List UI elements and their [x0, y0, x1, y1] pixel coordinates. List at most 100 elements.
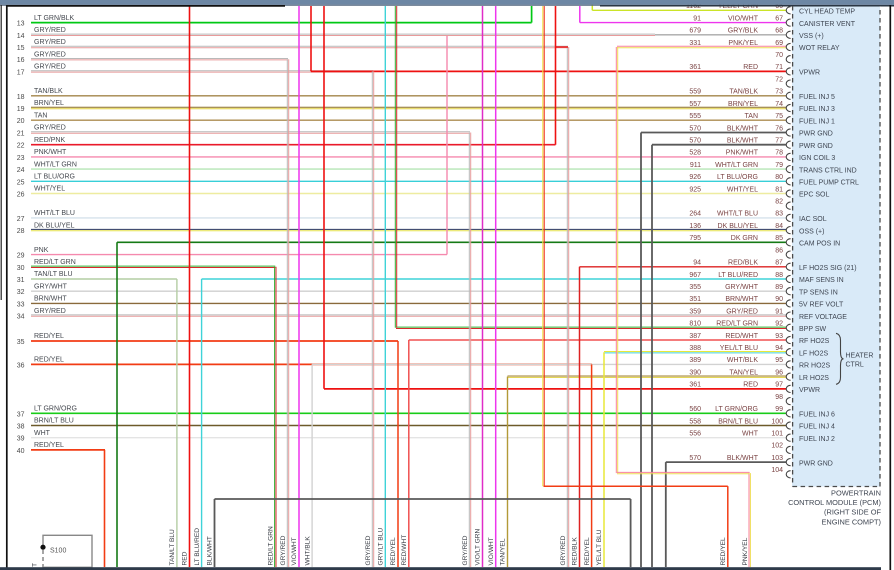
svg-text:RED/WHT: RED/WHT	[401, 535, 408, 566]
svg-text:559: 559	[689, 89, 701, 96]
svg-text:VPWR: VPWR	[799, 387, 820, 394]
svg-text:102: 102	[771, 443, 783, 450]
svg-text:VSS (+): VSS (+)	[799, 33, 824, 40]
svg-text:35: 35	[17, 339, 25, 346]
svg-text:TAN/LT BLU: TAN/LT BLU	[169, 529, 176, 566]
svg-text:BRN/YEL: BRN/YEL	[34, 100, 64, 107]
svg-text:570: 570	[689, 125, 701, 132]
svg-text:RED/YEL: RED/YEL	[720, 537, 727, 566]
svg-text:TAN/BLK: TAN/BLK	[729, 89, 758, 96]
svg-text:LF HO2S: LF HO2S	[799, 350, 829, 357]
svg-text:69: 69	[775, 40, 783, 47]
svg-text:GRY/RED: GRY/RED	[726, 308, 758, 315]
svg-text:30: 30	[17, 265, 25, 272]
svg-text:BLK/WHT: BLK/WHT	[727, 125, 759, 132]
svg-text:DK BLU/YEL: DK BLU/YEL	[34, 222, 75, 229]
svg-text:83: 83	[775, 211, 783, 218]
svg-text:RED/YEL: RED/YEL	[34, 357, 64, 364]
svg-text:68: 68	[775, 28, 783, 35]
svg-text:PNK/YEL: PNK/YEL	[742, 537, 749, 565]
svg-text:TAN/BLK: TAN/BLK	[34, 88, 63, 95]
svg-text:FUEL INJ 4: FUEL INJ 4	[799, 424, 835, 431]
svg-text:GRY/LT BLU: GRY/LT BLU	[378, 528, 385, 566]
svg-text:YEL/LT BLU: YEL/LT BLU	[720, 345, 758, 352]
svg-text:RED/WHT: RED/WHT	[725, 333, 758, 340]
svg-text:VIO/LT GRN: VIO/LT GRN	[475, 529, 482, 566]
svg-text:PNK/WHT: PNK/WHT	[726, 150, 759, 157]
svg-text:BRN/LT BLU: BRN/LT BLU	[34, 418, 74, 425]
svg-text:78: 78	[775, 150, 783, 157]
svg-text:RED: RED	[182, 551, 189, 565]
svg-text:PWR GND: PWR GND	[799, 131, 833, 138]
svg-text:93: 93	[775, 333, 783, 340]
svg-text:FUEL INJ 1: FUEL INJ 1	[799, 118, 835, 125]
svg-text:GRY/BLK: GRY/BLK	[728, 28, 759, 35]
svg-text:795: 795	[689, 235, 701, 242]
svg-text:RED/YEL: RED/YEL	[584, 537, 591, 566]
svg-text:WHT/BLK: WHT/BLK	[304, 536, 311, 566]
svg-text:GRY/RED: GRY/RED	[560, 535, 567, 565]
svg-text:IGN COIL 3: IGN COIL 3	[799, 155, 835, 162]
svg-text:679: 679	[689, 28, 701, 35]
svg-text:CANISTER VENT: CANISTER VENT	[799, 21, 856, 28]
svg-text:TP SENS IN: TP SENS IN	[799, 289, 838, 296]
svg-text:80: 80	[775, 174, 783, 181]
svg-text:GRY/RED: GRY/RED	[34, 27, 66, 34]
svg-text:97: 97	[775, 382, 783, 389]
svg-text:79: 79	[775, 162, 783, 169]
svg-text:21: 21	[17, 131, 25, 138]
svg-text:LT GRN/ORG: LT GRN/ORG	[715, 406, 758, 413]
svg-text:VIO/WHT: VIO/WHT	[488, 537, 495, 565]
svg-text:90: 90	[775, 296, 783, 303]
svg-text:WHT/YEL: WHT/YEL	[34, 186, 65, 193]
svg-text:77: 77	[775, 138, 783, 145]
svg-text:WHT: WHT	[32, 563, 39, 570]
svg-text:BRN/WHT: BRN/WHT	[725, 296, 758, 303]
svg-text:388: 388	[689, 345, 701, 352]
svg-text:WHT/LT GRN: WHT/LT GRN	[34, 161, 77, 168]
svg-text:DK BLU/YEL: DK BLU/YEL	[718, 223, 759, 230]
svg-text:81: 81	[775, 186, 783, 193]
svg-text:RED/BLK: RED/BLK	[728, 260, 758, 267]
svg-text:PWR GND: PWR GND	[799, 143, 833, 150]
svg-text:GRY/RED: GRY/RED	[34, 64, 66, 71]
svg-text:LR HO2S: LR HO2S	[799, 375, 829, 382]
svg-text:14: 14	[17, 33, 25, 40]
svg-text:389: 389	[689, 357, 701, 364]
svg-text:FUEL INJ 3: FUEL INJ 3	[799, 106, 835, 113]
svg-text:556: 556	[689, 431, 701, 438]
svg-text:558: 558	[689, 418, 701, 425]
svg-text:17: 17	[17, 69, 25, 76]
svg-text:WHT/BLK: WHT/BLK	[727, 357, 758, 364]
svg-text:570: 570	[689, 455, 701, 462]
svg-text:101: 101	[771, 431, 783, 438]
svg-text:91: 91	[775, 308, 783, 315]
svg-text:REF VOLTAGE: REF VOLTAGE	[799, 314, 847, 321]
svg-text:104: 104	[771, 467, 783, 474]
svg-text:136: 136	[689, 223, 701, 230]
svg-text:FUEL INJ 5: FUEL INJ 5	[799, 94, 835, 101]
svg-text:18: 18	[17, 94, 25, 101]
svg-text:88: 88	[775, 272, 783, 279]
svg-text:264: 264	[689, 211, 701, 218]
svg-text:CONTROL MODULE (PCM): CONTROL MODULE (PCM)	[788, 498, 881, 507]
svg-text:33: 33	[17, 301, 25, 308]
svg-text:RED/LT GRN: RED/LT GRN	[34, 259, 76, 266]
svg-text:36: 36	[17, 362, 25, 369]
svg-text:37: 37	[17, 411, 25, 418]
svg-text:GRY/RED: GRY/RED	[280, 535, 287, 565]
svg-text:BPP SW: BPP SW	[799, 326, 826, 333]
svg-text:361: 361	[689, 382, 701, 389]
svg-text:BLK/WHT: BLK/WHT	[207, 536, 214, 565]
svg-text:27: 27	[17, 216, 25, 223]
svg-text:BRN/WHT: BRN/WHT	[34, 296, 67, 303]
svg-text:PNK/WHT: PNK/WHT	[34, 149, 67, 156]
svg-text:VIO/WHT: VIO/WHT	[291, 537, 298, 565]
svg-text:75: 75	[775, 113, 783, 120]
svg-text:528: 528	[689, 150, 701, 157]
svg-text:GRY/RED: GRY/RED	[34, 308, 66, 315]
svg-text:LT BLU/ORG: LT BLU/ORG	[717, 174, 758, 181]
svg-text:GRY/RED: GRY/RED	[34, 125, 66, 132]
svg-text:FUEL INJ 2: FUEL INJ 2	[799, 436, 835, 443]
svg-text:IAC SOL: IAC SOL	[799, 216, 827, 223]
